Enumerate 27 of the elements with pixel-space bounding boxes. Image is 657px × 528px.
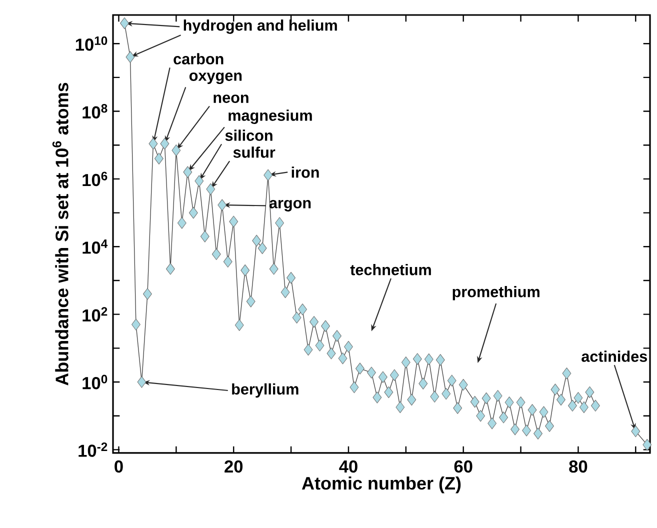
annotation: carbon	[174, 53, 224, 64]
y-tick-label: 10$^{-2}$	[78, 442, 108, 457]
annotation: technetium	[350, 264, 431, 276]
annotation: magnesium	[228, 110, 312, 124]
y-tick-label: 10$^{6}$	[82, 172, 108, 186]
x-tick-label: 80	[569, 460, 588, 473]
y-tick-label: 10$^{4}$	[82, 239, 108, 254]
annotation: silicon	[225, 130, 272, 141]
y-tick-label: 10$^{8}$	[82, 104, 108, 118]
y-tick-label: 10$^{10}$	[76, 36, 108, 51]
y-tick-label: 10$^{2}$	[82, 307, 108, 322]
annotation: sulfur	[233, 146, 276, 158]
annotation: oxygen	[189, 72, 242, 84]
x-tick-label: 20	[224, 460, 243, 473]
annotation: argon	[269, 200, 311, 212]
x-tick-label: 60	[454, 460, 472, 473]
y-axis-title: Abundance with Si set at 10$^{6}$ atoms	[52, 82, 68, 386]
x-tick-label: 0	[114, 460, 123, 473]
annotation: hydrogen and helium	[184, 19, 337, 34]
annotation: promethium	[452, 286, 540, 300]
annotation: iron	[292, 166, 319, 178]
x-tick-label: 40	[339, 460, 358, 473]
annotation: actinides	[582, 350, 648, 362]
x-axis-title: Atomic number (Z)	[302, 476, 461, 494]
y-tick-label: 10$^{0}$	[82, 374, 108, 390]
annotation: beryllium	[232, 383, 298, 398]
annotation: neon	[214, 94, 248, 103]
